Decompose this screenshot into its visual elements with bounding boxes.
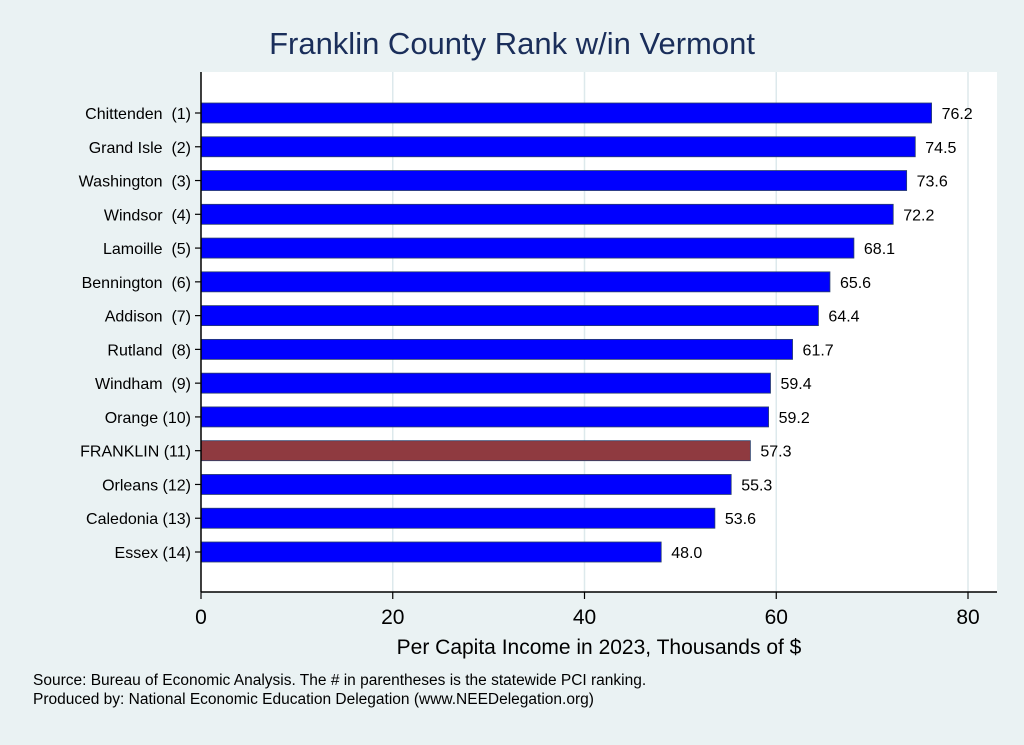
- bar: [200, 541, 662, 563]
- bar: [200, 203, 894, 225]
- value-label: 53.6: [725, 511, 756, 528]
- y-tick-label: Windsor (4): [104, 207, 191, 224]
- value-label: 57.3: [760, 444, 791, 461]
- value-label: 64.4: [828, 309, 859, 326]
- y-tick-label: Essex (14): [115, 545, 191, 562]
- value-label: 73.6: [917, 174, 948, 191]
- y-tick-label: Addison (7): [105, 309, 191, 326]
- chart-title: Franklin County Rank w/in Vermont: [269, 26, 755, 61]
- value-label: 76.2: [942, 106, 973, 123]
- value-label: 59.4: [780, 376, 811, 393]
- plot-area: [201, 72, 997, 592]
- bar: [200, 102, 932, 124]
- bar: [200, 474, 732, 495]
- y-tick-label: Orleans (12): [102, 477, 191, 494]
- y-tick-label: Rutland (8): [107, 342, 191, 359]
- value-label: 65.6: [840, 275, 871, 292]
- y-tick-label: Caledonia (13): [86, 511, 191, 528]
- y-tick-label: Washington (3): [79, 174, 191, 191]
- y-tick-label: Lamoille (5): [103, 241, 191, 258]
- value-label: 61.7: [803, 342, 834, 359]
- x-tick-label: 20: [381, 606, 404, 629]
- y-tick-label: Chittenden (1): [85, 106, 191, 123]
- produced-note: Produced by: National Economic Education…: [33, 691, 594, 708]
- value-label: 74.5: [925, 140, 956, 157]
- bar: [200, 271, 831, 293]
- x-tick-label: 40: [573, 606, 596, 629]
- bar: [200, 237, 855, 259]
- y-tick-label: Bennington (6): [82, 275, 191, 292]
- bar: [200, 507, 716, 529]
- value-label: 68.1: [864, 241, 895, 258]
- bar: [200, 136, 916, 158]
- value-label: 48.0: [671, 545, 702, 562]
- bar: [200, 406, 769, 428]
- value-label: 55.3: [741, 477, 772, 494]
- bar: [200, 170, 908, 191]
- bar: [200, 305, 819, 327]
- value-label: 72.2: [903, 207, 934, 224]
- bar: [200, 338, 793, 360]
- x-tick-label: 0: [195, 606, 207, 629]
- x-tick-label: 60: [765, 606, 788, 629]
- y-tick-label: Grand Isle (2): [89, 140, 191, 157]
- bar: [200, 440, 751, 462]
- y-tick-label: Windham (9): [95, 376, 191, 393]
- value-label: 59.2: [779, 410, 810, 427]
- bar: [200, 372, 771, 394]
- y-tick-label: Orange (10): [105, 410, 191, 427]
- y-tick-label: FRANKLIN (11): [80, 444, 191, 461]
- x-tick-label: 80: [956, 606, 979, 629]
- source-note: Source: Bureau of Economic Analysis. The…: [33, 672, 647, 689]
- x-axis-label: Per Capita Income in 2023, Thousands of …: [397, 636, 802, 659]
